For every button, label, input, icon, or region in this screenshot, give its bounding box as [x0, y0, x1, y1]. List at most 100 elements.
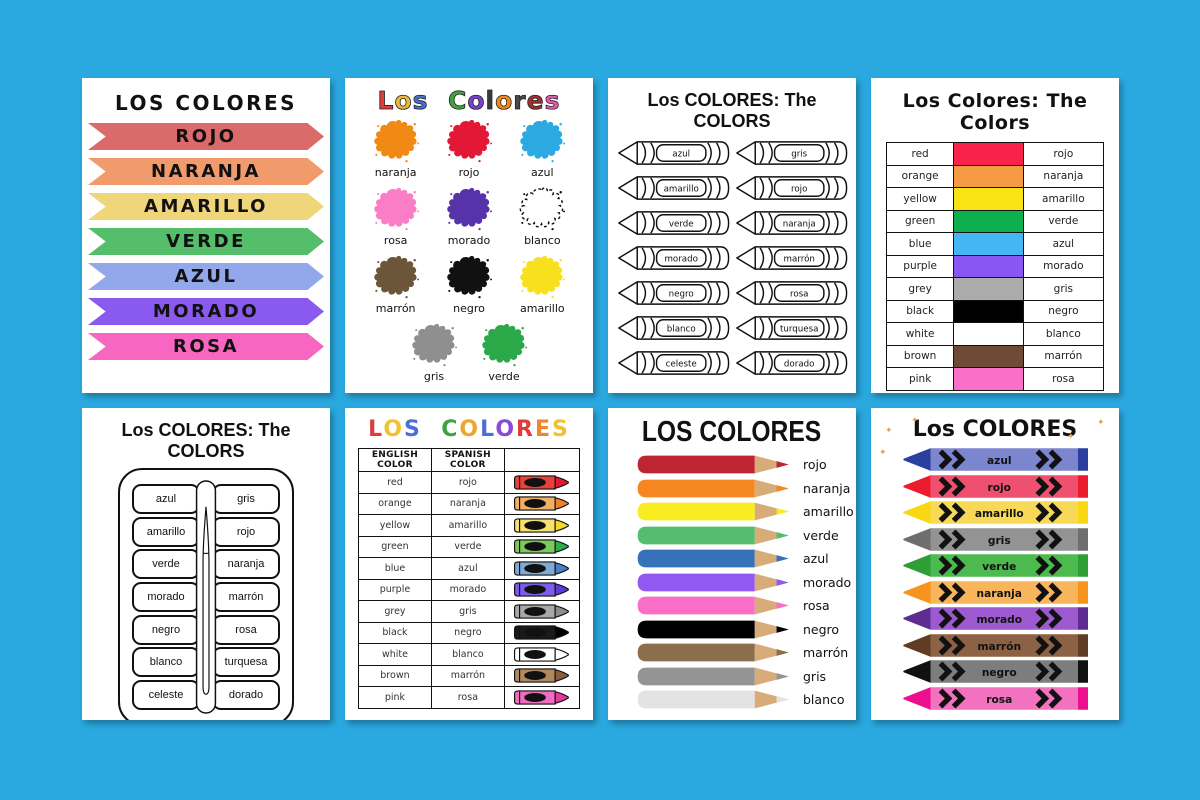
table-row: brown marrón — [358, 664, 581, 687]
english-cell: black — [358, 621, 432, 644]
paint-splat-icon — [520, 119, 566, 163]
splat-label: naranja — [374, 166, 417, 179]
paint-splat-icon — [447, 255, 493, 299]
splat-item: negro — [432, 253, 505, 321]
english-cell: green — [885, 209, 955, 233]
crayon-label: morado — [976, 613, 1022, 626]
crayon-icon: negro — [903, 660, 1088, 683]
english-cell: brown — [885, 344, 955, 368]
spanish-cell: gris — [430, 600, 505, 623]
splat-item: rojo — [432, 117, 505, 185]
arrow-label: AZUL — [174, 266, 238, 287]
crayon-icon — [513, 604, 569, 619]
title-letter: s — [412, 86, 429, 116]
crayon-icon: morado — [903, 607, 1088, 630]
table-row: blue azul — [885, 232, 1105, 256]
page-title: Los COLORES: The COLORS — [647, 90, 817, 131]
crayon-icon — [513, 561, 569, 576]
color-swatch — [953, 187, 1024, 211]
spanish-cell: gris — [1022, 277, 1105, 301]
color-swatch — [953, 367, 1024, 391]
splat-label: rosa — [383, 234, 408, 247]
table-row: orange naranja — [358, 492, 581, 515]
arrow-banner: AZUL — [88, 263, 324, 290]
crayon-icon: rosa — [903, 686, 1088, 710]
pencil-item: negro — [632, 618, 856, 642]
page-palette: Los COLORES: The COLORS azul amarillo verd… — [82, 408, 330, 720]
crayon-cell — [503, 664, 581, 687]
spanish-cell: morado — [430, 578, 505, 601]
palette-left-column: azul amarillo verde morado negro blanco celest… — [132, 484, 200, 710]
pencil-list: rojo naranja amarillo verde azul morado rosa ne… — [608, 453, 856, 712]
pencil-label: gris — [803, 668, 827, 684]
english-cell: green — [358, 535, 432, 558]
arrow-banner-list: ROJO NARANJA AMARILLO VERDE AZUL MORADO ROSA — [82, 123, 330, 360]
page-title: Los COLORES — [912, 417, 1078, 442]
crayon-cell — [503, 471, 581, 494]
title-letter: L — [368, 417, 384, 442]
pencil-icon — [637, 620, 789, 639]
outline-crayon-grid: azul gris amarillo rojo verde naranja morado ma… — [608, 138, 856, 378]
pencil-label: morado — [803, 574, 852, 590]
crayon-item: verde — [893, 553, 1119, 578]
page-title: Los Colores: The Colors — [902, 90, 1088, 134]
table-row: pink rosa — [358, 686, 581, 709]
spanish-cell: marrón — [1022, 344, 1105, 368]
english-cell: orange — [885, 164, 955, 188]
outline-crayon-icon: marrón — [736, 246, 848, 270]
outline-crayon-icon: celeste — [618, 351, 730, 375]
arrow-label: ROJO — [175, 126, 237, 147]
palette-swatch-label: verde — [132, 549, 200, 580]
crayon-label: blanco — [667, 324, 696, 334]
crayon-icon — [513, 539, 569, 554]
table-row: pink rosa — [885, 367, 1105, 391]
crayon-cell — [503, 578, 581, 601]
palette-right-column: gris rojo naranja marrón rosa turquesa dorado — [212, 484, 280, 710]
spanish-cell: amarillo — [1022, 187, 1105, 211]
pencil-item: gris — [632, 665, 856, 689]
palette-swatch-label: naranja — [212, 549, 280, 580]
palette-swatch-label: amarillo — [132, 516, 200, 547]
crayon-icon — [513, 690, 569, 705]
splat-label: amarillo — [520, 302, 565, 315]
page-outline-crayons: Los COLORES: The COLORS azul gris amarillo… — [608, 78, 856, 393]
title-letter: o — [467, 86, 486, 116]
paint-splat-icon — [482, 323, 528, 367]
pencil-icon — [637, 573, 789, 592]
pencil-label: rojo — [803, 457, 827, 473]
crayon-label: verde — [669, 219, 694, 229]
color-swatch — [953, 142, 1024, 166]
english-cell: pink — [885, 367, 955, 391]
pencil-label: marrón — [803, 645, 849, 661]
palette-swatch-label: dorado — [212, 679, 280, 710]
color-swatch — [953, 277, 1024, 301]
crayon-cell — [503, 621, 581, 644]
crayon-cell — [503, 557, 581, 580]
english-cell: black — [885, 299, 955, 323]
paint-splat-icon — [447, 187, 493, 231]
table-header-row: ENGLISH COLOR SPANISH COLOR — [358, 448, 581, 472]
palette-swatch-label: negro — [132, 614, 200, 645]
spanish-cell: verde — [430, 535, 505, 558]
palette-swatch-label: morado — [132, 581, 200, 612]
splat-label: blanco — [524, 234, 561, 247]
page-title: LOS COLORES — [114, 91, 298, 115]
palette-swatch-label: celeste — [132, 679, 200, 710]
table-row: blue azul — [358, 557, 581, 580]
splat-label: gris — [423, 370, 445, 383]
english-cell: yellow — [885, 187, 955, 211]
crayon-label: negro — [982, 666, 1017, 679]
title-letter: O — [495, 417, 517, 442]
english-cell: red — [358, 471, 432, 494]
page-crayon-table: LOS COLORES ENGLISH COLOR SPANISH COLOR … — [345, 408, 593, 720]
pencil-icon — [637, 667, 789, 686]
title-letter: O — [459, 417, 481, 442]
table-row: grey gris — [885, 277, 1105, 301]
title-letter — [422, 417, 441, 442]
pencil-icon — [637, 596, 789, 615]
color-table: ENGLISH COLOR SPANISH COLOR red rojo orang… — [358, 448, 581, 709]
table-row: purple morado — [358, 578, 581, 601]
crayon-label: rojo — [988, 480, 1011, 493]
outline-crayon-icon: amarillo — [618, 176, 730, 200]
title-letter: L — [377, 86, 395, 116]
